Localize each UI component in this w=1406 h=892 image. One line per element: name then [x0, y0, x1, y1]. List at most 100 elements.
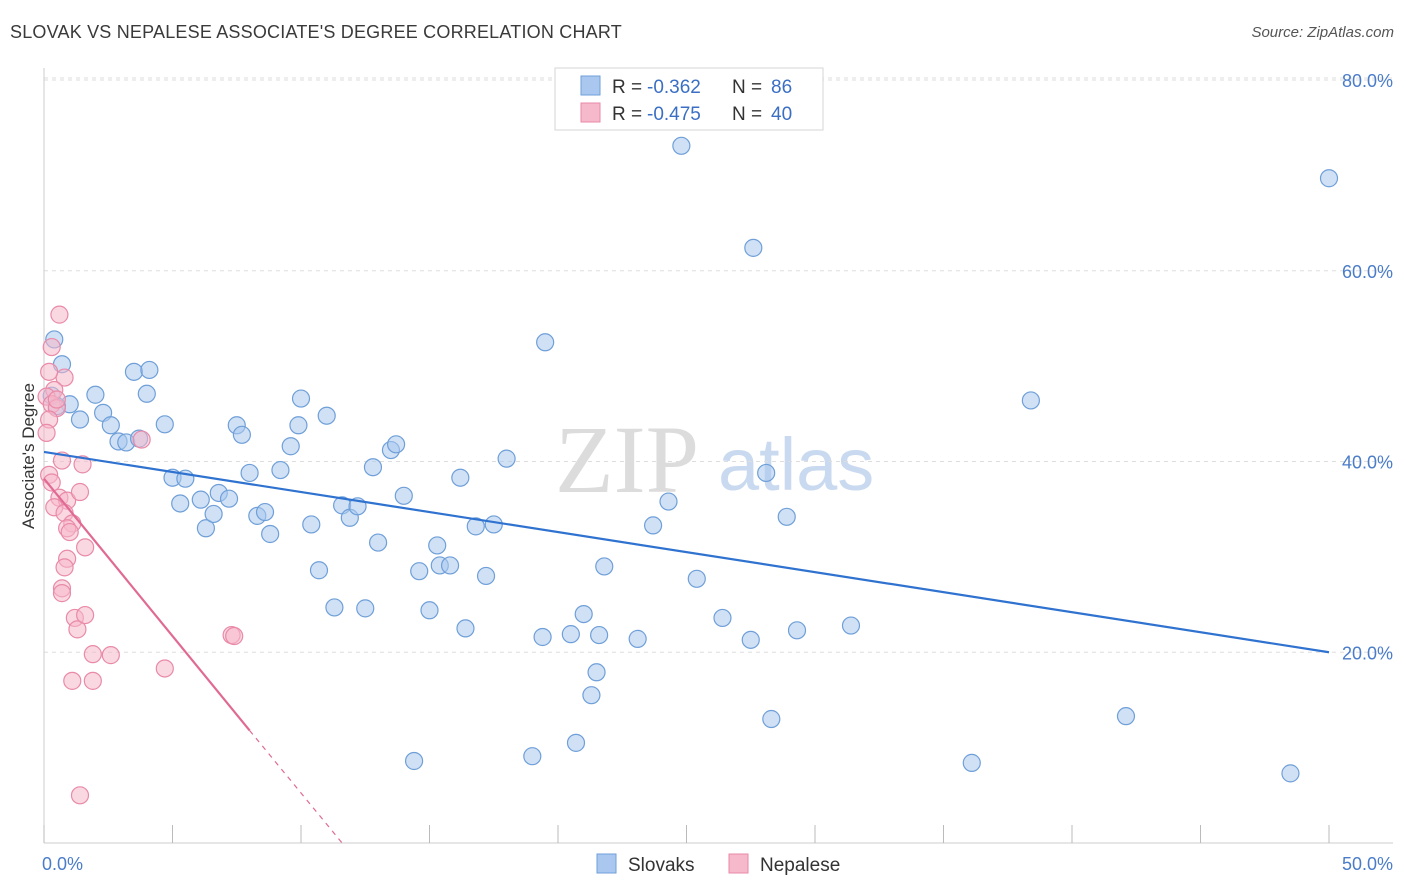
- nepalese-point-21: [55, 558, 74, 577]
- slovak-point-83: [1021, 391, 1040, 410]
- slovak-point-37: [325, 598, 344, 617]
- slovak-point-60: [533, 627, 552, 647]
- legend-r-value-nepalese: -0.475: [647, 104, 701, 125]
- series-slovaks-points: [42, 136, 1339, 783]
- slovak-point-26: [240, 463, 259, 483]
- bottom-legend-swatch-nepalese: [728, 853, 749, 874]
- slovak-point-9: [124, 362, 144, 381]
- y-axis-label: Associate's Degree: [19, 383, 38, 529]
- trend-line-nepalese: [43, 477, 251, 732]
- x-ticks: [43, 825, 1330, 843]
- slovak-point-61: [536, 333, 555, 352]
- slovak-point-6: [70, 410, 90, 429]
- slovak-point-36: [317, 406, 336, 425]
- slovak-point-68: [595, 557, 614, 576]
- slovak-point-65: [582, 686, 601, 705]
- nepalese-point-27: [73, 455, 92, 474]
- chart-source: Source: ZipAtlas.com: [1251, 24, 1394, 41]
- nepalese-point-19: [60, 522, 79, 542]
- slovak-point-70: [643, 516, 663, 535]
- nepalese-point-12: [42, 473, 61, 492]
- legend-r-value-slovaks: -0.362: [647, 77, 701, 98]
- slovak-point-46: [394, 486, 413, 505]
- nepalese-point-28: [76, 605, 95, 625]
- nepalese-point-39: [47, 390, 66, 409]
- slovak-point-54: [456, 619, 475, 638]
- nepalese-point-3: [40, 362, 59, 381]
- stats-legend: R = -0.362 N = 86 R = -0.475 N = 40: [554, 67, 824, 131]
- chart-title: SLOVAK VS NEPALESE ASSOCIATE'S DEGREE CO…: [10, 22, 622, 42]
- legend-n-label-slovaks: N =: [732, 77, 762, 98]
- slovak-point-63: [566, 733, 586, 752]
- legend-n-value-slovaks: 86: [771, 77, 792, 98]
- slovak-point-67: [590, 625, 609, 645]
- slovak-point-30: [271, 460, 290, 480]
- slovak-point-10: [140, 360, 159, 380]
- slovak-point-21: [204, 504, 223, 524]
- nepalese-point-23: [52, 584, 72, 603]
- slovak-point-52: [440, 556, 460, 575]
- nepalese-point-26: [70, 482, 90, 502]
- slovak-point-43: [369, 533, 388, 552]
- slovak-point-62: [561, 625, 580, 644]
- nepalese-point-35: [132, 430, 151, 449]
- slovak-point-78: [762, 709, 781, 729]
- slovak-point-56: [476, 566, 496, 586]
- legend-swatch-slovaks: [580, 75, 601, 96]
- slovak-point-28: [255, 502, 275, 522]
- slovak-point-25: [232, 425, 251, 444]
- slovak-point-64: [574, 604, 593, 624]
- y-tick-label-20: 20.0%: [1342, 643, 1393, 663]
- nepalese-point-33: [83, 671, 102, 690]
- slovak-point-5: [86, 385, 105, 404]
- trend-lines: [43, 450, 1330, 844]
- slovak-point-55: [466, 517, 485, 536]
- watermark-atlas: atlas: [718, 423, 874, 506]
- nepalese-point-9: [37, 423, 56, 442]
- slovak-point-23: [219, 489, 239, 508]
- slovak-point-19: [191, 490, 210, 509]
- slovak-point-80: [787, 621, 807, 640]
- slovak-point-59: [523, 747, 542, 766]
- x-tick-label-max: 50.0%: [1342, 854, 1393, 874]
- slovak-point-82: [962, 753, 981, 772]
- slovak-point-8: [101, 416, 120, 435]
- bottom-legend-swatch-slovaks: [596, 853, 617, 874]
- slovak-point-49: [420, 601, 439, 620]
- axes: [43, 68, 1393, 844]
- nepalese-point-37: [225, 626, 244, 646]
- nepalese-point-1: [42, 337, 61, 357]
- bottom-legend-label-slovaks: Slovaks: [628, 855, 695, 876]
- slovak-point-11: [137, 384, 156, 403]
- slovak-point-71: [659, 492, 678, 511]
- slovak-point-74: [713, 608, 732, 628]
- slovak-point-47: [404, 751, 424, 771]
- y-tick-label-60: 60.0%: [1342, 262, 1393, 282]
- legend-n-value-nepalese: 40: [771, 104, 792, 125]
- y-tick-label-40: 40.0%: [1342, 453, 1393, 473]
- nepalese-point-38: [70, 786, 90, 805]
- slovak-point-48: [410, 562, 429, 581]
- trend-line-nepalese-extension: [249, 730, 343, 844]
- slovak-point-81: [841, 616, 861, 635]
- slovak-point-34: [302, 515, 321, 534]
- slovak-point-69: [628, 629, 647, 648]
- nepalese-point-34: [155, 659, 174, 678]
- legend-swatch-nepalese: [580, 102, 601, 123]
- legend-n-label-nepalese: N =: [732, 104, 762, 125]
- x-tick-label-min: 0.0%: [42, 854, 83, 874]
- series-nepalese-points: [37, 305, 244, 805]
- slovak-point-75: [741, 630, 760, 649]
- gridlines: [44, 77, 1393, 653]
- y-tick-labels: 20.0% 40.0% 60.0% 80.0%: [1342, 71, 1393, 663]
- nepalese-point-32: [63, 671, 82, 690]
- legend-r-label-nepalese: R =: [612, 104, 642, 125]
- slovak-point-79: [777, 507, 796, 526]
- slovak-point-85: [1281, 764, 1300, 783]
- slovak-point-12: [155, 415, 174, 434]
- nepalese-point-29: [76, 538, 95, 557]
- slovak-point-77: [757, 463, 776, 483]
- nepalese-point-31: [101, 646, 120, 665]
- trend-line-slovaks: [43, 450, 1330, 654]
